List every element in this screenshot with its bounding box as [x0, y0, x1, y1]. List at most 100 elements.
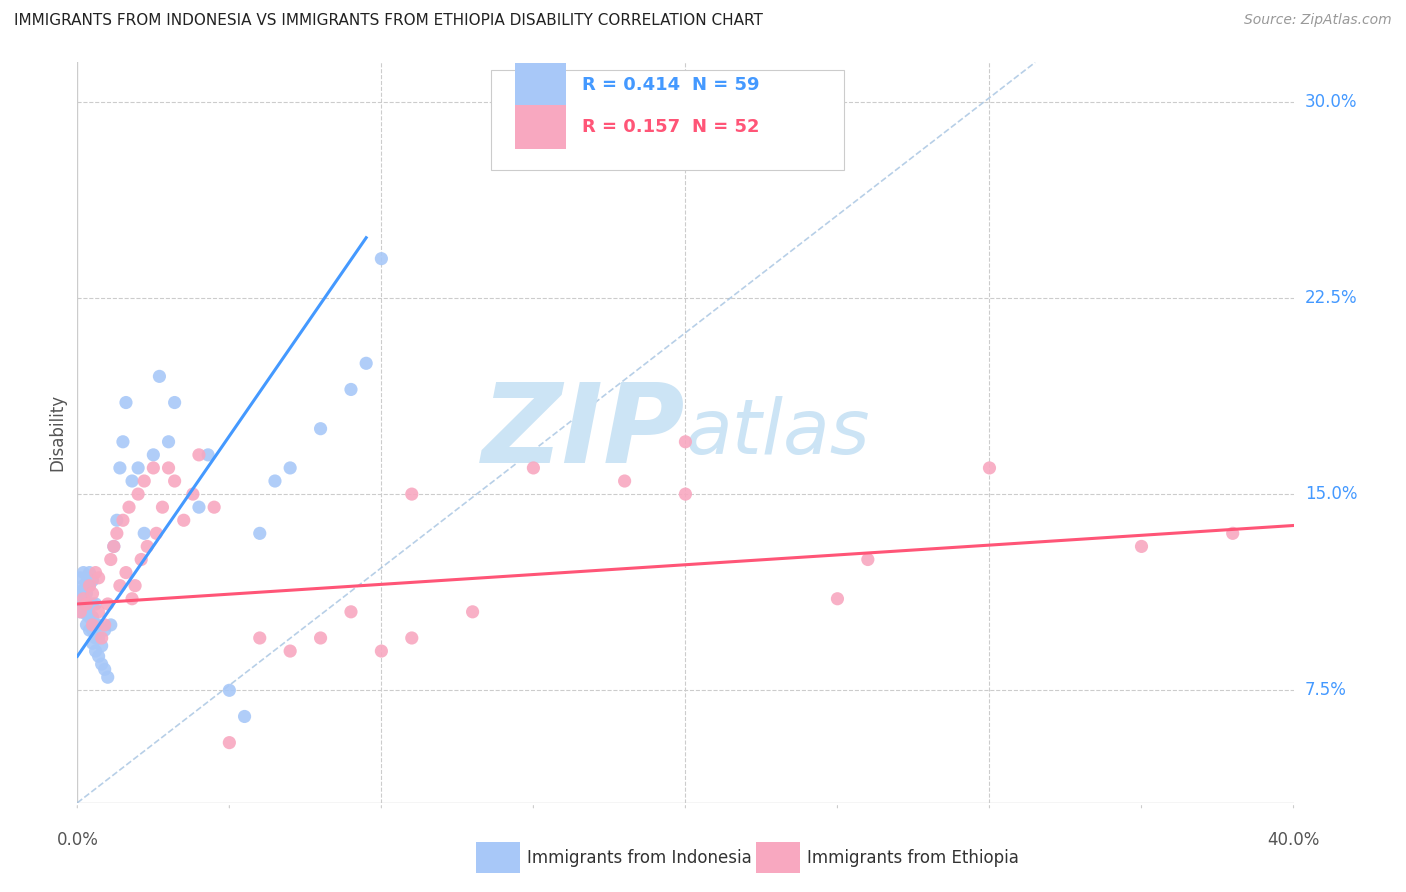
Point: [79, 623, 101, 637]
Point: [67, 591, 90, 606]
Point: [142, 461, 165, 475]
Point: [72, 586, 94, 600]
Point: [82, 610, 104, 624]
Point: [157, 461, 180, 475]
Point: [100, 552, 122, 566]
Point: [370, 644, 392, 658]
Point: [121, 474, 143, 488]
FancyBboxPatch shape: [491, 70, 844, 169]
Point: [93, 662, 115, 676]
Point: [93, 618, 115, 632]
Point: [72, 566, 94, 580]
Point: [75, 607, 97, 622]
Point: [75, 597, 97, 611]
Point: [79, 566, 101, 580]
Point: [87, 605, 110, 619]
Point: [340, 383, 363, 397]
Point: [108, 579, 131, 593]
Text: 7.5%: 7.5%: [1305, 681, 1347, 699]
Point: [613, 474, 636, 488]
Point: [82, 574, 104, 588]
Point: [979, 461, 1001, 475]
Point: [70, 583, 93, 598]
Point: [163, 474, 186, 488]
Point: [309, 631, 332, 645]
Point: [278, 644, 301, 658]
Text: N = 52: N = 52: [692, 119, 759, 136]
Point: [87, 571, 110, 585]
Point: [124, 579, 146, 593]
Point: [90, 639, 112, 653]
Text: Immigrants from Indonesia: Immigrants from Indonesia: [527, 848, 752, 867]
Point: [97, 597, 120, 611]
Point: [188, 448, 211, 462]
Point: [69, 605, 91, 619]
Point: [675, 434, 697, 449]
Point: [340, 605, 363, 619]
Point: [218, 683, 240, 698]
Point: [145, 526, 167, 541]
Point: [856, 552, 879, 566]
Text: IMMIGRANTS FROM INDONESIA VS IMMIGRANTS FROM ETHIOPIA DISABILITY CORRELATION CHA: IMMIGRANTS FROM INDONESIA VS IMMIGRANTS …: [14, 13, 763, 29]
FancyBboxPatch shape: [515, 63, 567, 107]
Point: [115, 566, 138, 580]
Point: [1130, 540, 1153, 554]
Point: [105, 526, 128, 541]
Point: [108, 461, 131, 475]
Point: [1222, 526, 1244, 541]
Point: [97, 670, 120, 684]
Point: [87, 631, 110, 645]
Point: [87, 649, 110, 664]
Point: [522, 461, 544, 475]
Point: [264, 474, 287, 488]
Point: [181, 487, 204, 501]
Point: [103, 540, 125, 554]
Point: [72, 579, 94, 593]
Point: [249, 526, 271, 541]
Text: Source: ZipAtlas.com: Source: ZipAtlas.com: [1244, 13, 1392, 28]
Point: [401, 487, 423, 501]
Point: [401, 631, 423, 645]
Point: [90, 657, 112, 672]
Point: [84, 597, 107, 611]
Point: [354, 356, 377, 370]
Point: [79, 579, 101, 593]
Point: [173, 513, 195, 527]
Point: [202, 500, 225, 515]
Point: [75, 586, 97, 600]
Text: atlas: atlas: [686, 396, 870, 469]
Point: [675, 487, 697, 501]
Point: [157, 434, 180, 449]
Point: [103, 540, 125, 554]
Point: [75, 618, 97, 632]
Point: [87, 618, 110, 632]
Text: 40.0%: 40.0%: [1267, 830, 1320, 848]
Point: [84, 566, 107, 580]
Point: [127, 487, 149, 501]
Text: Immigrants from Ethiopia: Immigrants from Ethiopia: [807, 848, 1019, 867]
Point: [121, 591, 143, 606]
Point: [84, 644, 107, 658]
Point: [82, 586, 104, 600]
Point: [136, 540, 159, 554]
Point: [93, 623, 115, 637]
Point: [72, 591, 94, 606]
Text: 0.0%: 0.0%: [56, 830, 98, 848]
Text: 15.0%: 15.0%: [1305, 485, 1357, 503]
Text: N = 59: N = 59: [692, 76, 759, 94]
Text: ZIP: ZIP: [482, 379, 686, 486]
Text: 30.0%: 30.0%: [1305, 93, 1357, 111]
Point: [82, 623, 104, 637]
Point: [218, 736, 240, 750]
Point: [197, 448, 219, 462]
Point: [129, 552, 152, 566]
Point: [115, 395, 138, 409]
Point: [827, 591, 849, 606]
Text: 22.5%: 22.5%: [1305, 289, 1357, 307]
Point: [79, 599, 101, 614]
Point: [249, 631, 271, 645]
Point: [84, 631, 107, 645]
Point: [82, 597, 104, 611]
Point: [188, 500, 211, 515]
Point: [72, 597, 94, 611]
